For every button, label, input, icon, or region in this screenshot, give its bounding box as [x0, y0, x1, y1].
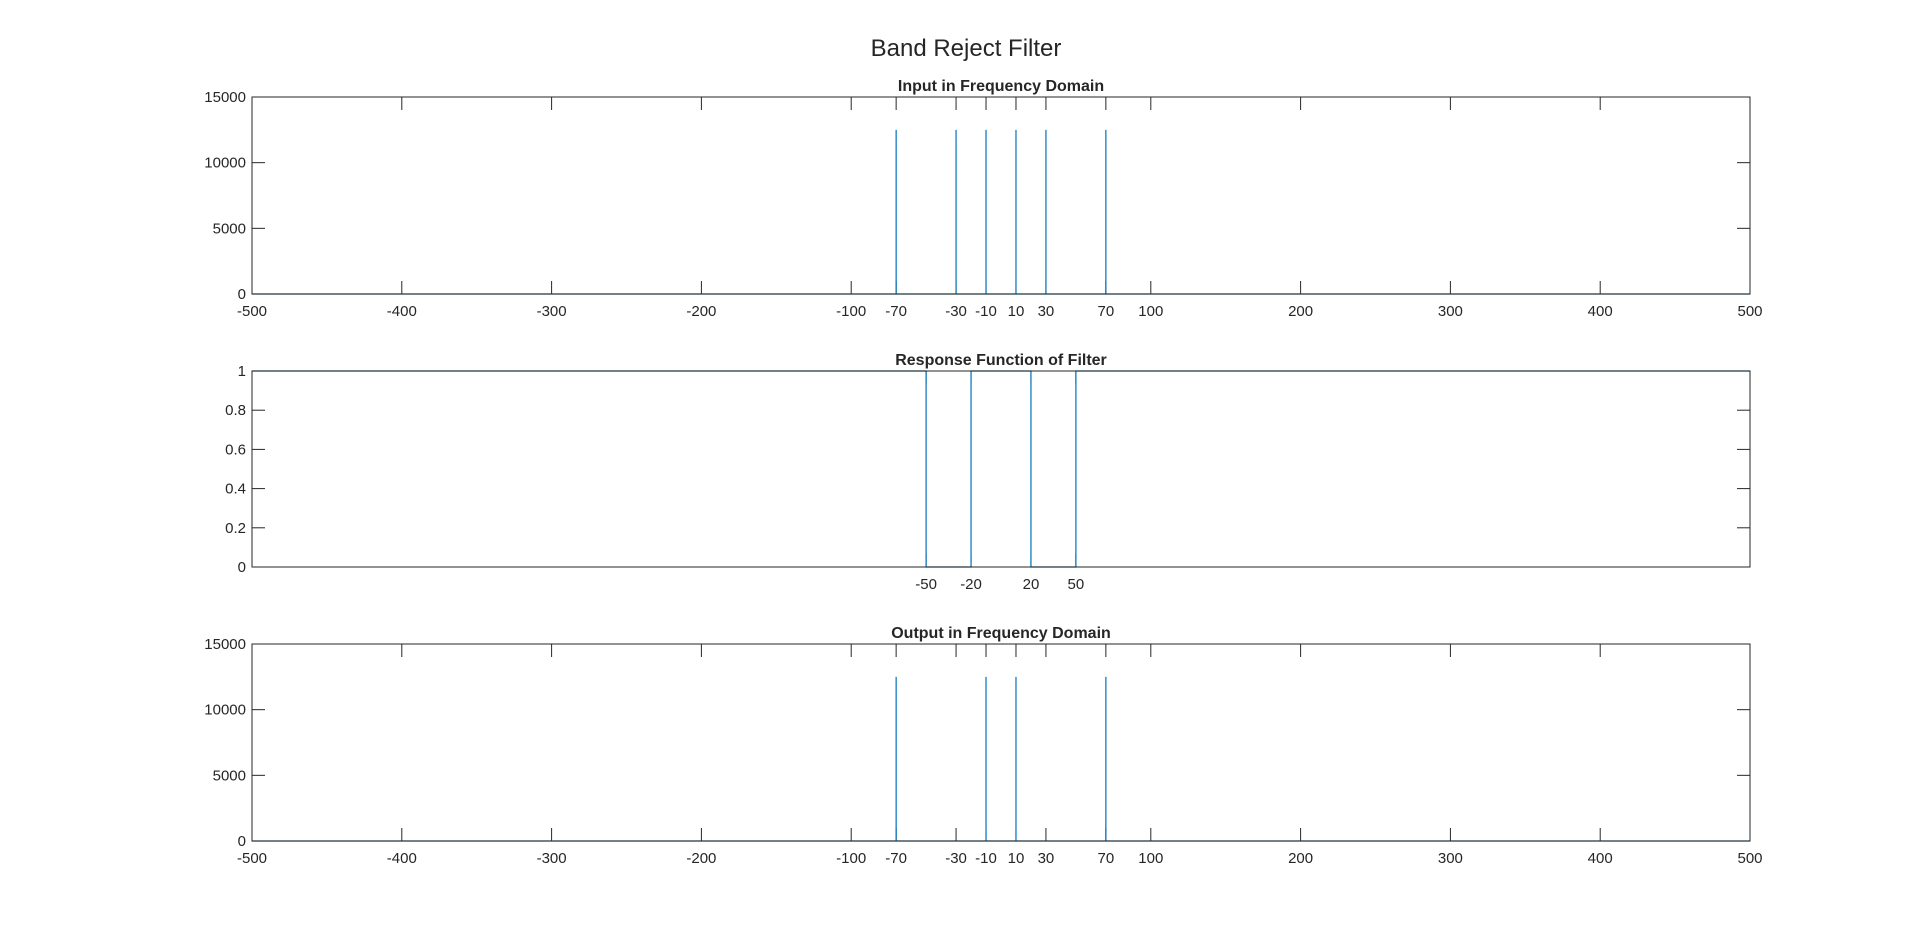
x-tick-label: -100 — [836, 303, 866, 320]
figure-title: Band Reject Filter — [871, 35, 1062, 62]
x-tick-label: -200 — [686, 850, 716, 867]
x-tick-label: 100 — [1138, 303, 1163, 320]
y-tick-label: 0 — [238, 833, 246, 850]
x-tick-label: 20 — [1023, 576, 1040, 593]
axes-box — [251, 370, 1751, 568]
x-tick-label: -30 — [945, 850, 967, 867]
y-tick-label: 1 — [238, 363, 246, 380]
axes-box — [251, 643, 1751, 842]
x-tick-label: -10 — [975, 850, 997, 867]
x-tick-label: -20 — [960, 576, 982, 593]
axes-box — [251, 96, 1751, 295]
y-tick-label: 15000 — [204, 636, 246, 653]
x-tick-label: 200 — [1288, 303, 1313, 320]
y-tick-label: 5000 — [213, 767, 246, 784]
y-tick-label: 10000 — [204, 702, 246, 719]
x-tick-label: -500 — [237, 303, 267, 320]
subplot-1: Input in Frequency Domain-500 -400 -300 -20… — [204, 78, 1762, 320]
x-tick-label: 10 — [1008, 850, 1025, 867]
x-tick-label: 500 — [1737, 303, 1762, 320]
x-tick-label: -200 — [686, 303, 716, 320]
y-tick-label: 0.6 — [225, 441, 246, 458]
y-tick-label: 15000 — [204, 89, 246, 106]
subplot-title: Output in Frequency Domain — [891, 625, 1111, 642]
x-tick-label: 300 — [1438, 303, 1463, 320]
y-tick-label: 0 — [238, 559, 246, 576]
x-tick-label: 50 — [1068, 576, 1085, 593]
x-tick-label: 500 — [1737, 850, 1762, 867]
x-tick-label: 70 — [1098, 850, 1115, 867]
y-tick-label: 0.2 — [225, 520, 246, 537]
x-tick-label: 100 — [1138, 850, 1163, 867]
x-tick-label: 400 — [1588, 850, 1613, 867]
x-tick-label: -10 — [975, 303, 997, 320]
subplot-3: Output in Frequency Domain-500 -400 -300 -2… — [204, 625, 1762, 867]
x-tick-label: -70 — [885, 850, 907, 867]
x-tick-label: 10 — [1008, 303, 1025, 320]
y-tick-label: 0.8 — [225, 402, 246, 419]
axes-frame — [251, 643, 1751, 842]
axes-frame — [251, 370, 1751, 568]
x-tick-label: -70 — [885, 303, 907, 320]
x-tick-label: 300 — [1438, 850, 1463, 867]
x-tick-label: 200 — [1288, 850, 1313, 867]
x-tick-label: -100 — [836, 850, 866, 867]
x-tick-label: -500 — [237, 850, 267, 867]
subplot-2: Response Function of Filter -50 -20 20 50 0 0.… — [225, 352, 1751, 593]
x-tick-label: -400 — [387, 850, 417, 867]
x-tick-label: 30 — [1038, 850, 1055, 867]
x-tick-label: -400 — [387, 303, 417, 320]
x-tick-label: -30 — [945, 303, 967, 320]
x-tick-label: -300 — [537, 850, 567, 867]
x-tick-label: 400 — [1588, 303, 1613, 320]
y-tick-label: 0 — [238, 286, 246, 303]
subplot-title: Input in Frequency Domain — [898, 78, 1104, 95]
x-tick-label: -50 — [915, 576, 937, 593]
x-tick-label: 30 — [1038, 303, 1055, 320]
axes-frame — [251, 96, 1751, 295]
subplot-title: Response Function of Filter — [895, 352, 1107, 369]
x-tick-label: 70 — [1098, 303, 1115, 320]
y-tick-label: 5000 — [213, 220, 246, 237]
x-tick-label: -300 — [537, 303, 567, 320]
y-tick-label: 10000 — [204, 155, 246, 172]
y-tick-label: 0.4 — [225, 481, 246, 498]
